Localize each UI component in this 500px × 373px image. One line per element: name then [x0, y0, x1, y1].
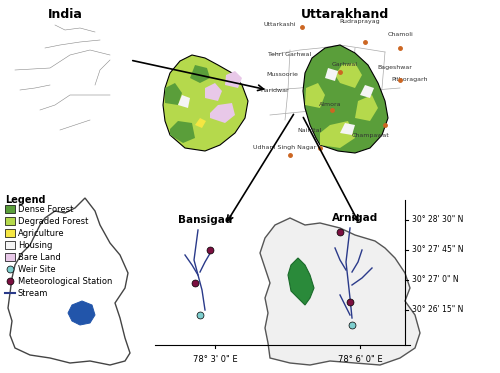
- Text: Udham Singh Nagar: Udham Singh Nagar: [254, 145, 316, 150]
- Text: Almora: Almora: [319, 103, 341, 107]
- Text: Meteorological Station: Meteorological Station: [18, 276, 112, 285]
- FancyBboxPatch shape: [5, 253, 15, 261]
- FancyBboxPatch shape: [5, 241, 15, 249]
- Text: India: India: [48, 8, 82, 21]
- Text: 30° 28' 30" N: 30° 28' 30" N: [412, 216, 464, 225]
- Text: Champawat: Champawat: [351, 132, 389, 138]
- Polygon shape: [165, 83, 182, 105]
- Polygon shape: [340, 123, 355, 135]
- Text: Nainital: Nainital: [298, 128, 322, 132]
- Polygon shape: [68, 301, 95, 325]
- Polygon shape: [178, 95, 190, 108]
- Text: 30° 26' 15" N: 30° 26' 15" N: [412, 305, 464, 314]
- Text: Chamoli: Chamoli: [387, 32, 413, 38]
- Polygon shape: [225, 71, 242, 88]
- Polygon shape: [170, 121, 195, 143]
- Text: 30° 27' 0" N: 30° 27' 0" N: [412, 276, 459, 285]
- Polygon shape: [288, 258, 314, 305]
- Polygon shape: [190, 65, 210, 83]
- Text: Tehri Garhwal: Tehri Garhwal: [268, 53, 312, 57]
- Polygon shape: [320, 121, 355, 148]
- Text: Bare Land: Bare Land: [18, 253, 61, 261]
- Polygon shape: [360, 85, 374, 98]
- Polygon shape: [210, 103, 235, 123]
- Polygon shape: [305, 83, 325, 108]
- Text: Uttarkashi: Uttarkashi: [264, 22, 296, 28]
- Text: 78° 3' 0" E: 78° 3' 0" E: [192, 355, 238, 364]
- Text: Degraded Forest: Degraded Forest: [18, 216, 88, 226]
- Polygon shape: [205, 83, 222, 101]
- Polygon shape: [355, 95, 378, 121]
- Text: Legend: Legend: [5, 195, 46, 205]
- Polygon shape: [325, 68, 338, 81]
- FancyBboxPatch shape: [5, 229, 15, 237]
- Text: Weir Site: Weir Site: [18, 264, 56, 273]
- Text: Pithoragarh: Pithoragarh: [392, 78, 428, 82]
- Text: Stream: Stream: [18, 288, 48, 298]
- Text: Bansigad: Bansigad: [178, 215, 232, 225]
- Text: Haridwar: Haridwar: [260, 88, 290, 93]
- Text: Uttarakhand: Uttarakhand: [301, 8, 389, 21]
- Text: Mussoorie: Mussoorie: [266, 72, 298, 78]
- Text: Arnigad: Arnigad: [332, 213, 378, 223]
- FancyBboxPatch shape: [5, 205, 15, 213]
- Text: Housing: Housing: [18, 241, 52, 250]
- Text: Garhwal: Garhwal: [332, 63, 358, 68]
- Text: Agriculture: Agriculture: [18, 229, 64, 238]
- Polygon shape: [195, 118, 206, 128]
- Text: 78° 6' 0" E: 78° 6' 0" E: [338, 355, 382, 364]
- Text: Dense Forest: Dense Forest: [18, 204, 74, 213]
- Text: Rudraprayag: Rudraprayag: [340, 19, 380, 25]
- Polygon shape: [303, 45, 388, 153]
- Polygon shape: [163, 55, 248, 151]
- Polygon shape: [260, 218, 420, 365]
- Polygon shape: [335, 63, 362, 88]
- Text: Bageshwar: Bageshwar: [378, 66, 412, 70]
- Text: 30° 27' 45" N: 30° 27' 45" N: [412, 245, 464, 254]
- FancyBboxPatch shape: [5, 217, 15, 225]
- Polygon shape: [8, 198, 130, 365]
